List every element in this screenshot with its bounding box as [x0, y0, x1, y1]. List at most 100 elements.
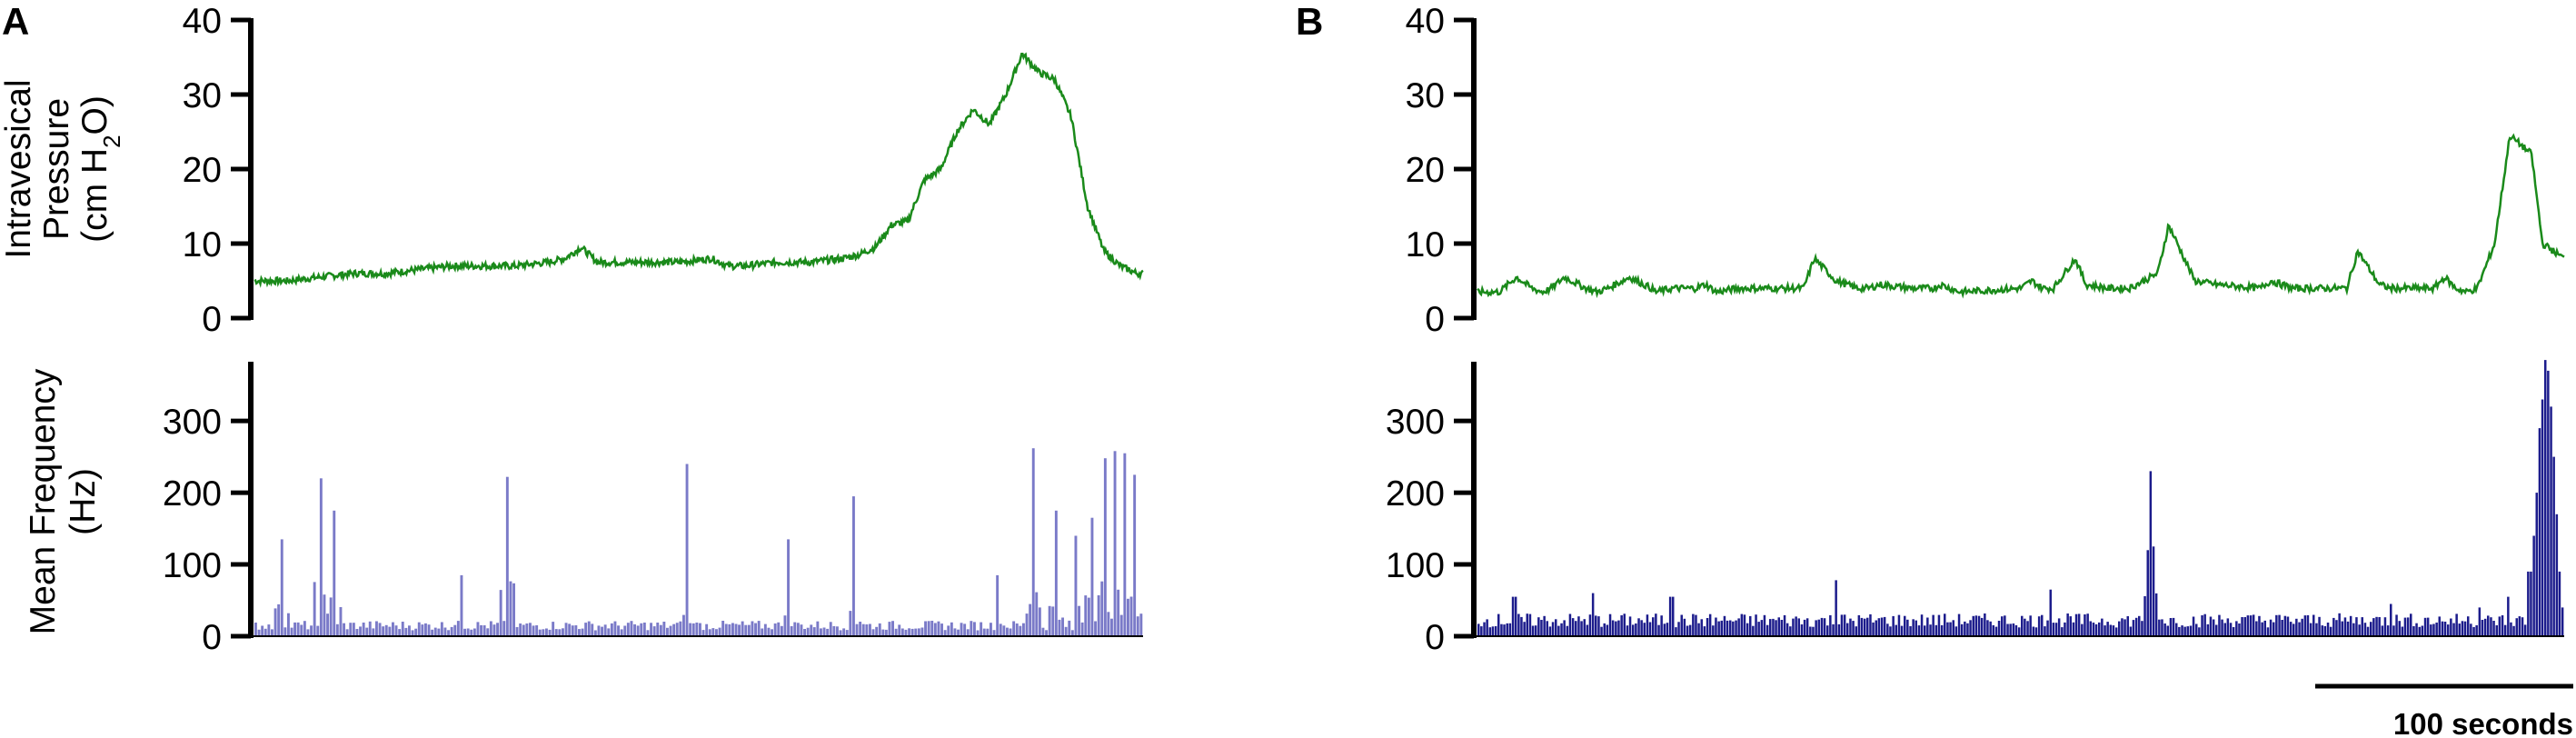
b-frequency-bar: [1615, 621, 1617, 636]
b-frequency-bar: [1703, 626, 1706, 636]
panel-a-pressure-plot: 0 10 20 30 40: [183, 2, 1144, 339]
a-frequency-bar: [960, 623, 963, 636]
b-frequency-bar: [1757, 622, 1760, 636]
b-frequency-bar: [1548, 626, 1552, 636]
b-frequency-bar: [2098, 622, 2101, 636]
a-frequency-bar: [1025, 613, 1029, 636]
a-pressure-tick-label: 0: [202, 300, 222, 339]
b-frequency-bar: [1523, 622, 1526, 636]
a-frequency-bar: [970, 621, 973, 636]
b-frequency-bar: [1595, 615, 1597, 636]
b-frequency-bar: [1575, 621, 1577, 636]
b-frequency-bar: [2510, 622, 2512, 636]
b-frequency-bar: [2243, 617, 2246, 636]
a-frequency-bar: [1022, 623, 1025, 636]
b-frequency-bar: [2561, 607, 2564, 636]
a-frequency-bar: [826, 628, 830, 636]
b-frequency-bar: [1503, 624, 1506, 636]
a-frequency-bar: [283, 627, 287, 636]
a-frequency-bar: [1029, 603, 1032, 636]
b-frequency-bar: [1555, 619, 1557, 636]
b-frequency-bar: [1652, 617, 1655, 636]
b-frequency-bar: [2141, 621, 2143, 636]
a-frequency-bar: [1136, 616, 1139, 636]
b-frequency-bar: [2432, 623, 2435, 636]
b-frequency-bar: [2343, 617, 2347, 636]
b-frequency-bar: [1883, 616, 1886, 636]
a-frequency-bar: [859, 622, 862, 636]
b-frequency-bar: [2004, 615, 2006, 636]
b-frequency-bar: [2275, 614, 2278, 636]
a-frequency-bar: [421, 624, 424, 636]
a-frequency-bar: [852, 496, 855, 636]
b-frequency-bar: [1840, 614, 1844, 636]
b-frequency-bar: [2309, 623, 2312, 636]
a-frequency-bar: [254, 623, 257, 636]
a-frequency-bar: [584, 623, 588, 636]
a-frequency-bar: [408, 625, 411, 636]
b-frequency-bar: [2001, 616, 2004, 636]
b-frequency-bar: [2112, 625, 2115, 636]
a-frequency-bar: [515, 627, 519, 636]
b-frequency-bar: [1586, 624, 1589, 636]
a-frequency-bar: [920, 627, 924, 636]
b-frequency-bar: [2258, 615, 2261, 636]
b-frequency-bar: [1863, 618, 1866, 636]
a-frequency-bar: [411, 630, 414, 636]
a-frequency-bar: [675, 623, 679, 636]
b-frequency-bar: [2104, 625, 2106, 636]
b-frequency-bar: [1915, 620, 1917, 636]
a-frequency-bar: [728, 623, 731, 636]
b-frequency-bar: [1617, 620, 1620, 636]
a-pressure-tick-label: 40: [183, 2, 222, 41]
b-frequency-bar: [2181, 625, 2183, 636]
a-frequency-bar: [466, 628, 470, 636]
b-frequency-bar: [1974, 615, 1978, 636]
a-frequency-bar: [1070, 630, 1074, 636]
a-frequency-bar: [1110, 618, 1113, 636]
a-frequency-bar: [489, 621, 492, 636]
b-frequency-bar: [1534, 625, 1537, 636]
a-frequency-bar: [574, 625, 578, 636]
b-frequency-bar: [2321, 625, 2323, 636]
b-frequency-bar: [2218, 614, 2221, 636]
b-frequency-bar: [1997, 621, 2001, 636]
b-frequency-bar: [1732, 621, 1735, 636]
b-frequency-bar: [1994, 626, 1998, 636]
b-frequency-bar: [2158, 619, 2161, 636]
a-frequency-bar: [894, 628, 898, 636]
b-frequency-bar: [1980, 617, 1984, 636]
b-frequency-bar: [1940, 624, 1944, 636]
b-frequency-bar: [1477, 623, 1480, 636]
a-frequency-bar: [296, 622, 300, 636]
a-frequency-bar: [323, 594, 326, 636]
b-frequency-bar: [1934, 624, 1938, 636]
b-frequency-bar: [1623, 613, 1626, 636]
b-frequency-bar: [2252, 614, 2255, 636]
a-frequency-bar: [705, 623, 709, 636]
a-frequency-bar: [610, 623, 613, 636]
b-frequency-bar: [2358, 624, 2361, 636]
b-frequency-bar: [1815, 620, 1817, 636]
a-frequency-bar: [319, 478, 323, 636]
a-frequency-bar: [1133, 474, 1137, 636]
b-frequency-bar: [2329, 626, 2332, 636]
b-frequency-tick-label: 100: [1386, 546, 1445, 585]
a-frequency-bar: [482, 625, 486, 636]
b-frequency-bar: [1855, 626, 1857, 636]
b-frequency-bar: [1872, 622, 1875, 636]
a-frequency-bar: [652, 626, 656, 636]
b-pressure-tick-label: 40: [1406, 2, 1445, 41]
b-frequency-bar: [2538, 428, 2541, 636]
b-frequency-bar: [1924, 625, 1926, 636]
b-frequency-bar: [2041, 614, 2044, 636]
b-frequency-bar: [2535, 493, 2538, 636]
b-frequency-tick-label: 200: [1386, 474, 1445, 514]
b-pressure-tick-label: 10: [1406, 225, 1445, 264]
b-frequency-tick-label: 300: [1386, 403, 1445, 442]
a-frequency-bar: [437, 628, 441, 636]
b-frequency-bar: [2084, 614, 2086, 636]
b-frequency-bar: [1557, 625, 1560, 636]
a-frequency-bar: [339, 607, 343, 636]
b-frequency-bar: [1946, 622, 1949, 636]
